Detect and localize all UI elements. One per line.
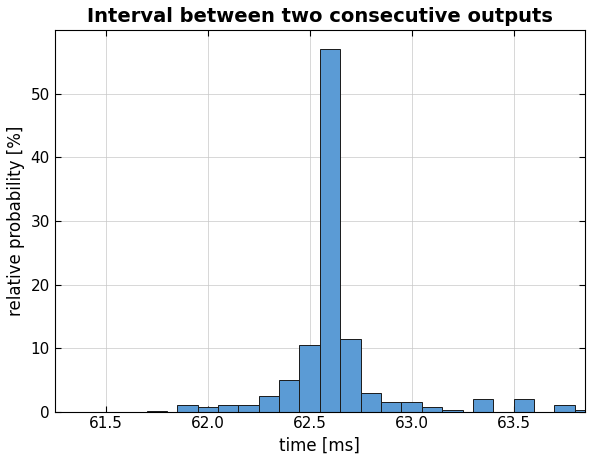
- Bar: [555, 405, 575, 412]
- Bar: [239, 405, 259, 412]
- Y-axis label: relative probability [%]: relative probability [%]: [7, 126, 25, 316]
- Bar: [320, 49, 340, 412]
- X-axis label: time [ms]: time [ms]: [279, 437, 361, 455]
- Bar: [147, 411, 167, 412]
- Bar: [300, 345, 320, 412]
- Bar: [279, 380, 300, 412]
- Bar: [218, 405, 239, 412]
- Bar: [24, 411, 44, 412]
- Bar: [259, 396, 279, 412]
- Bar: [514, 399, 534, 412]
- Bar: [442, 410, 463, 412]
- Bar: [473, 399, 493, 412]
- Bar: [401, 402, 422, 412]
- Bar: [422, 407, 442, 412]
- Bar: [198, 407, 218, 412]
- Bar: [340, 339, 361, 412]
- Title: Interval between two consecutive outputs: Interval between two consecutive outputs: [87, 7, 553, 26]
- Bar: [177, 405, 198, 412]
- Bar: [361, 393, 381, 412]
- Bar: [575, 410, 592, 412]
- Bar: [381, 402, 401, 412]
